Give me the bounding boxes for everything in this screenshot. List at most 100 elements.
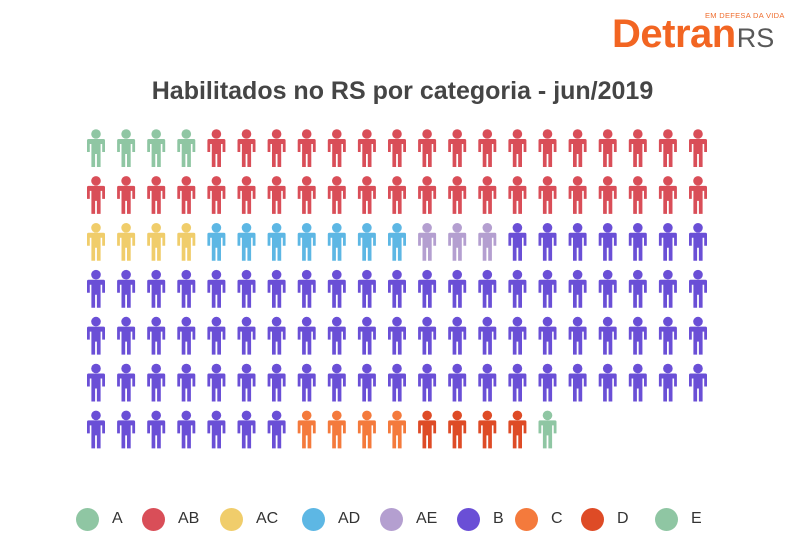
person-icon-c (327, 410, 346, 449)
person-icon-ab (689, 129, 707, 167)
person-icon-b (237, 316, 256, 355)
person-icon-b (117, 410, 136, 449)
person-icon-ab (538, 176, 557, 214)
person-icon-b (628, 316, 647, 355)
person-icon-ab (538, 129, 557, 167)
person-icon-b (327, 269, 346, 308)
person-icon-ab (207, 176, 226, 214)
person-icon-b (357, 316, 376, 355)
person-icon-ab (418, 129, 437, 167)
legend-swatch (76, 507, 99, 531)
person-icon-b (418, 363, 437, 402)
person-icon-b (448, 269, 467, 308)
person-icon-b (237, 410, 256, 449)
legend-item-c[interactable]: C (515, 505, 563, 533)
person-icon-b (418, 269, 437, 308)
legend-item-d[interactable]: D (581, 505, 629, 533)
person-icon-b (147, 316, 166, 355)
legend-swatch (655, 507, 678, 531)
logo-brand-main: Detran (612, 12, 736, 56)
legend-label: C (551, 510, 563, 527)
legend-swatch (457, 507, 480, 531)
person-icon-b (237, 363, 256, 402)
person-icon-b (207, 410, 226, 449)
legend-label: AC (256, 510, 279, 527)
person-icon-ab (478, 176, 497, 214)
person-icon-ab (478, 129, 497, 167)
person-icon-ac (117, 223, 136, 261)
legend-item-ac[interactable]: AC (220, 505, 278, 533)
pictogram-chart (87, 129, 707, 449)
person-icon-b (177, 363, 196, 402)
person-icon-b (357, 269, 376, 308)
person-icon-ab (237, 176, 256, 214)
person-icon-b (267, 363, 286, 402)
legend-item-e[interactable]: E (655, 505, 702, 533)
person-icon-ab (628, 129, 647, 167)
person-icon-b (478, 269, 497, 308)
person-icon-b (568, 363, 587, 402)
person-icon-b (207, 269, 226, 308)
person-icon-b (147, 363, 166, 402)
person-icon-b (267, 269, 286, 308)
person-icon-b (508, 269, 527, 308)
person-icon-b (207, 316, 226, 355)
person-icon-b (628, 363, 647, 402)
person-icon-c (388, 410, 406, 449)
person-icon-ad (237, 223, 256, 261)
person-icon-ab (388, 129, 406, 167)
person-icon-ab (297, 129, 316, 167)
person-icon-d (448, 410, 467, 449)
person-icon-ab (357, 129, 376, 167)
person-icon-ad (357, 223, 376, 261)
person-icon-b (538, 316, 557, 355)
person-icon-b (658, 223, 677, 261)
person-icon-ad (297, 223, 316, 261)
person-icon-ac (87, 223, 105, 261)
person-icon-b (388, 363, 406, 402)
person-icon-b (658, 363, 677, 402)
person-icon-b (658, 316, 677, 355)
legend-swatch (380, 507, 403, 531)
person-icon-b (598, 363, 617, 402)
person-icon-b (568, 223, 587, 261)
legend-item-ad[interactable]: AD (302, 505, 360, 533)
person-icon-ab (568, 176, 587, 214)
person-icon-b (568, 316, 587, 355)
person-icon-ab (327, 129, 346, 167)
person-icon-b (117, 269, 136, 308)
legend-item-ab[interactable]: AB (142, 505, 199, 533)
person-icon-ab (388, 176, 406, 214)
person-icon-b (87, 410, 105, 449)
legend-swatch (142, 507, 165, 531)
legend-item-ae[interactable]: AE (380, 505, 437, 533)
person-icon-ab (598, 176, 617, 214)
person-icon-b (628, 269, 647, 308)
person-icon-b (538, 363, 557, 402)
person-icon-ab (357, 176, 376, 214)
person-icon-b (87, 316, 105, 355)
person-icon-ab (267, 176, 286, 214)
person-icon-b (117, 316, 136, 355)
person-icon-ab (508, 176, 527, 214)
person-icon-ac (147, 223, 166, 261)
person-icon-ab (448, 129, 467, 167)
person-icon-b (598, 223, 617, 261)
person-icon-ad (267, 223, 286, 261)
legend-label: E (691, 510, 702, 527)
person-icon-ae (448, 223, 467, 261)
person-icon-a (147, 129, 166, 167)
person-icon-ab (598, 129, 617, 167)
person-icon-b (448, 316, 467, 355)
legend-item-a[interactable]: A (76, 505, 123, 533)
person-icon-ab (297, 176, 316, 214)
person-icon-b (508, 316, 527, 355)
person-icon-a (87, 129, 105, 167)
person-icon-b (388, 316, 406, 355)
person-icon-ae (478, 223, 497, 261)
legend-item-b[interactable]: B (457, 505, 504, 533)
person-icon-d (508, 410, 527, 449)
legend-swatch (515, 507, 538, 531)
person-icon-ab (418, 176, 437, 214)
person-icon-b (177, 316, 196, 355)
